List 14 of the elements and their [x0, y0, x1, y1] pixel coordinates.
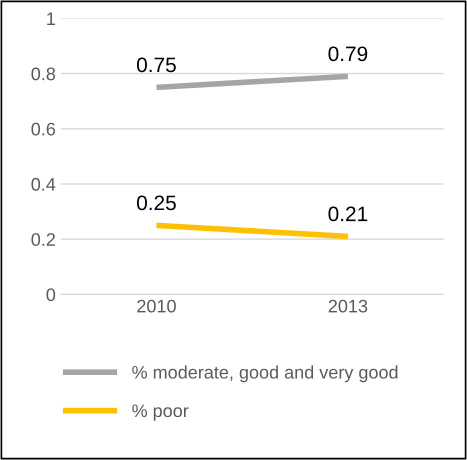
data-label: 0.25	[136, 195, 176, 210]
y-tick-label: 1	[47, 12, 55, 25]
data-label: 0.79	[328, 46, 368, 62]
data-label: 0.21	[328, 206, 368, 222]
legend-label: % poor	[132, 404, 188, 421]
y-tick-label: 0	[46, 288, 56, 302]
y-tick-label: 0.2	[31, 233, 55, 246]
y-tick-label: 0.6	[31, 122, 56, 136]
legend-label: % moderate, good and very good	[132, 365, 398, 382]
y-tick-label: 0.4	[31, 178, 56, 191]
y-tick-label: 0.8	[31, 68, 56, 80]
data-label: 0.75	[136, 57, 176, 72]
x-tick-label: 2010	[137, 300, 176, 313]
x-tick-label: 2013	[328, 300, 368, 313]
